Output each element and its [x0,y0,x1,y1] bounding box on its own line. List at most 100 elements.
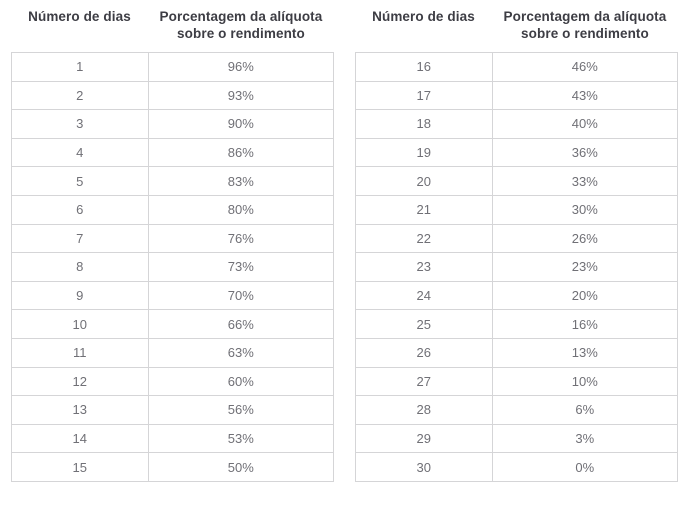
column-header-days: Número de dias [372,9,475,24]
day-cell: 29 [355,423,493,454]
rate-cell: 16% [491,309,679,339]
day-cell: 13 [11,395,149,425]
table-row: 10 66% [11,309,335,339]
day-cell: 10 [11,309,149,339]
day-cell: 5 [11,166,149,196]
day-cell: 14 [11,423,149,454]
rate-cell: 90% [147,109,335,139]
rate-cell: 46% [491,52,679,82]
rate-cell: 10% [491,366,679,397]
table-header-row: Número de dias Porcentagem da alíquota s… [355,8,678,52]
rate-cell: 23% [491,252,679,282]
rate-cell: 63% [147,337,335,368]
rate-cell: 60% [147,366,335,397]
table-row: 22 26% [355,223,679,254]
rate-cell: 76% [147,223,335,254]
table-row: 5 83% [11,166,335,196]
day-cell: 19 [355,137,493,168]
table-group-days-1-15: Número de dias Porcentagem da alíquota s… [11,8,335,497]
day-cell: 22 [355,223,493,254]
table-row: 29 3% [355,423,679,454]
day-cell: 1 [11,52,149,82]
table-header-row: Número de dias Porcentagem da alíquota s… [11,8,334,52]
day-cell: 21 [355,194,493,225]
table-row: 2 93% [11,80,335,111]
table-row: 11 63% [11,337,335,368]
table-row: 17 43% [355,80,679,111]
table-row: 26 13% [355,337,679,368]
rate-cell: 93% [147,80,335,111]
rate-cell: 50% [147,452,335,482]
rate-cell: 40% [491,109,679,139]
table-row: 20 33% [355,166,679,196]
rate-cell: 20% [491,280,679,311]
day-cell: 23 [355,252,493,282]
rate-cell: 3% [491,423,679,454]
table-row: 9 70% [11,280,335,311]
rate-cell: 6% [491,395,679,425]
table-row: 18 40% [355,109,679,139]
rate-cell: 0% [491,452,679,482]
table-row: 28 6% [355,395,679,425]
day-cell: 26 [355,337,493,368]
day-cell: 25 [355,309,493,339]
table-row: 4 86% [11,137,335,168]
day-cell: 18 [355,109,493,139]
table-row: 8 73% [11,252,335,282]
rate-cell: 83% [147,166,335,196]
rate-cell: 26% [491,223,679,254]
rate-cell: 70% [147,280,335,311]
table-row: 13 56% [11,395,335,425]
rate-cell: 30% [491,194,679,225]
table-row: 27 10% [355,366,679,397]
day-cell: 24 [355,280,493,311]
day-cell: 15 [11,452,149,482]
table-row: 24 20% [355,280,679,311]
table-row: 14 53% [11,423,335,454]
rate-cell: 13% [491,337,679,368]
day-cell: 2 [11,80,149,111]
data-table-days-16-30: 16 46% 17 43% 18 40% 19 [355,52,679,482]
column-header-rate: Porcentagem da alíquota sobre o rendimen… [503,9,667,42]
rate-cell: 43% [491,80,679,111]
day-cell: 20 [355,166,493,196]
rate-cell: 86% [147,137,335,168]
day-cell: 9 [11,280,149,311]
table-row: 6 80% [11,194,335,225]
day-cell: 30 [355,452,493,482]
table-row: 25 16% [355,309,679,339]
rate-cell: 96% [147,52,335,82]
rate-cell: 73% [147,252,335,282]
day-cell: 3 [11,109,149,139]
column-header-rate: Porcentagem da alíquota sobre o rendimen… [159,9,323,42]
day-cell: 17 [355,80,493,111]
day-cell: 16 [355,52,493,82]
table-row: 12 60% [11,366,335,397]
day-cell: 8 [11,252,149,282]
day-cell: 11 [11,337,149,368]
table-row: 23 23% [355,252,679,282]
data-table-days-1-15: 1 96% 2 93% 3 90% 4 86% [11,52,335,482]
rate-cell: 56% [147,395,335,425]
day-cell: 27 [355,366,493,397]
day-cell: 28 [355,395,493,425]
rate-cell: 80% [147,194,335,225]
day-cell: 12 [11,366,149,397]
day-cell: 6 [11,194,149,225]
rate-cell: 53% [147,423,335,454]
table-group-days-16-30: Número de dias Porcentagem da alíquota s… [355,8,679,497]
rate-cell: 33% [491,166,679,196]
day-cell: 4 [11,137,149,168]
table-row: 16 46% [355,52,679,82]
table-row: 19 36% [355,137,679,168]
column-header-days: Número de dias [28,9,131,24]
rate-cell: 66% [147,309,335,339]
table-row: 21 30% [355,194,679,225]
table-row: 1 96% [11,52,335,82]
table-row: 15 50% [11,452,335,482]
table-row: 3 90% [11,109,335,139]
day-cell: 7 [11,223,149,254]
table-row: 7 76% [11,223,335,254]
rate-cell: 36% [491,137,679,168]
